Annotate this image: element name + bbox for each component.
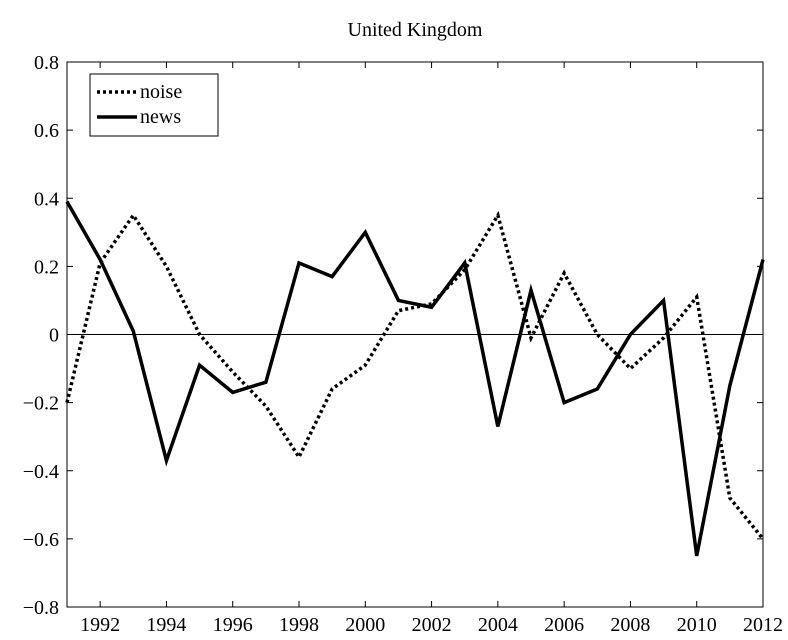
x-tick-label: 1992 [80, 614, 120, 635]
y-tick-label: 0.2 [34, 256, 59, 278]
plot-frame [66, 61, 764, 608]
x-tick-label: 1998 [279, 614, 319, 635]
x-tick-label: 1994 [146, 614, 186, 635]
legend-box [89, 73, 219, 137]
x-tick-label: 2002 [412, 614, 452, 635]
x-tick-label: 2012 [743, 614, 783, 635]
x-tick-label: 1996 [213, 614, 253, 635]
y-tick-label: −0.6 [23, 529, 59, 551]
y-tick-label: −0.2 [23, 393, 59, 415]
x-tick-label: 2008 [610, 614, 650, 635]
chart-title: United Kingdom [348, 19, 483, 41]
y-tick-label: 0.8 [34, 52, 59, 74]
x-tick-label: 2000 [345, 614, 385, 635]
series-line [65, 200, 765, 557]
legend-label: noise [140, 81, 182, 103]
y-tick-label: 0.4 [34, 188, 59, 210]
y-tick-label: −0.8 [23, 597, 59, 619]
x-tick-label: 2010 [677, 614, 717, 635]
series-line [65, 210, 765, 540]
x-tick-label: 2006 [544, 614, 584, 635]
x-tick-label: 2004 [478, 614, 518, 635]
legend-label: news [140, 106, 181, 128]
y-tick-label: −0.4 [23, 461, 59, 483]
y-tick-label: 0.6 [34, 120, 59, 142]
y-tick-label: 0 [49, 325, 59, 347]
